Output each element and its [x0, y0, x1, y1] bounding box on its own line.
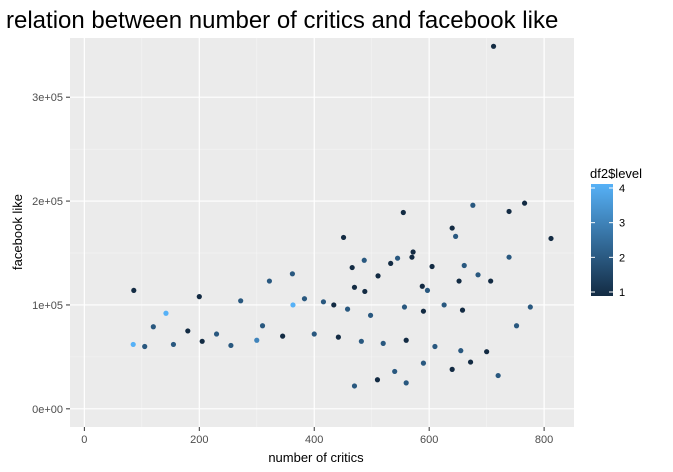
legend-break-label: 3 — [619, 218, 625, 230]
data-point — [331, 302, 337, 308]
y-axis-title: facebook like — [10, 194, 25, 270]
data-point — [453, 233, 459, 239]
data-point — [311, 331, 317, 337]
data-point — [375, 273, 381, 279]
data-point — [484, 349, 490, 355]
data-point — [185, 328, 191, 334]
data-point — [380, 340, 386, 346]
data-point — [394, 255, 401, 261]
data-point — [131, 287, 137, 294]
data-point — [289, 271, 296, 277]
data-point — [461, 262, 467, 269]
y-tick-label: 3e+05 — [32, 92, 63, 104]
data-point — [238, 298, 244, 304]
x-tick-label: 200 — [190, 434, 208, 446]
data-point — [548, 235, 554, 242]
data-point — [458, 348, 464, 354]
data-point — [361, 257, 367, 263]
data-point — [335, 334, 341, 340]
data-point — [419, 283, 425, 289]
data-point — [351, 284, 358, 290]
data-point — [403, 337, 409, 343]
x-tick-label: 600 — [420, 434, 438, 446]
data-point — [340, 234, 347, 241]
data-point — [349, 264, 355, 271]
x-tick-label: 0 — [81, 434, 87, 446]
legend-colorbar — [591, 184, 613, 296]
data-point — [228, 342, 234, 349]
data-point — [170, 341, 177, 348]
y-tick-label: 2e+05 — [32, 196, 63, 208]
data-point — [495, 372, 501, 379]
data-point — [351, 383, 358, 389]
data-point — [409, 254, 415, 260]
data-point — [470, 202, 476, 208]
data-point — [420, 308, 427, 314]
data-point — [163, 310, 169, 316]
data-point — [410, 249, 416, 255]
data-point — [213, 331, 220, 337]
legend-title: df2$level — [590, 166, 642, 181]
data-point — [475, 272, 481, 278]
data-point — [266, 278, 273, 284]
data-point — [420, 360, 427, 366]
data-point — [490, 43, 497, 49]
data-point — [459, 307, 466, 313]
data-point — [320, 299, 327, 305]
x-tick-label: 800 — [535, 434, 553, 446]
data-point — [441, 302, 447, 308]
data-point — [344, 306, 351, 312]
plot-background — [70, 38, 574, 427]
legend-break-label: 4 — [619, 183, 625, 195]
data-point — [374, 377, 381, 383]
plot-panel: 0 200 400 600 800 0e+00 1e+05 2e+05 3e+05 — [32, 38, 574, 446]
data-point — [290, 302, 296, 308]
data-point — [199, 338, 205, 344]
data-point — [254, 337, 260, 343]
x-tick-label: 400 — [305, 434, 323, 446]
data-point — [424, 287, 431, 294]
data-point — [196, 294, 202, 300]
data-point — [513, 323, 520, 329]
data-point — [400, 209, 406, 216]
data-point — [432, 343, 438, 350]
data-point — [259, 323, 266, 329]
color-legend: df2$level 1 2 3 4 — [590, 166, 642, 299]
data-point — [401, 304, 408, 310]
data-point — [506, 208, 512, 215]
data-point — [358, 338, 364, 344]
y-tick-label: 0e+00 — [32, 404, 63, 416]
data-point — [467, 359, 474, 365]
data-point — [301, 296, 308, 302]
y-tick-label: 1e+05 — [32, 300, 63, 312]
data-point — [388, 260, 394, 267]
chart-title: relation between number of critics and f… — [6, 7, 558, 34]
data-point — [449, 366, 455, 372]
data-point — [506, 254, 512, 260]
data-point — [150, 324, 156, 330]
x-axis-title: number of critics — [268, 450, 364, 465]
data-point — [449, 225, 455, 231]
data-point — [527, 304, 533, 310]
data-point — [488, 278, 494, 284]
data-point — [521, 200, 528, 206]
data-point — [403, 380, 409, 386]
legend-break-label: 2 — [619, 252, 625, 264]
data-point — [456, 278, 462, 284]
data-point — [142, 343, 148, 350]
data-point — [280, 333, 286, 339]
data-point — [130, 341, 136, 348]
data-point — [367, 312, 374, 318]
legend-break-label: 1 — [619, 287, 625, 299]
data-point — [362, 288, 368, 295]
data-point — [392, 368, 398, 375]
data-point — [429, 263, 435, 270]
